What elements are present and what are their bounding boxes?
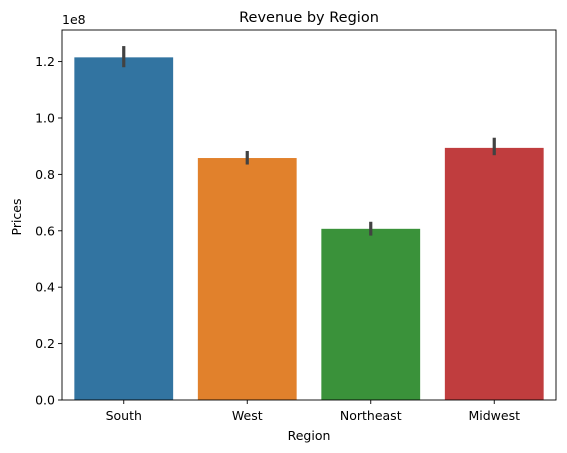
y-tick-label: 0.8 <box>35 167 55 182</box>
bar-west <box>198 158 297 400</box>
bar-midwest <box>445 148 544 400</box>
y-tick-label: 0.4 <box>35 280 55 295</box>
y-tick-label: 0.6 <box>35 223 55 238</box>
x-tick-label-west: West <box>232 408 263 423</box>
x-tick-label-south: South <box>106 408 142 423</box>
y-tick-label: 1.0 <box>35 110 55 125</box>
y-axis-label: Prices <box>9 198 24 235</box>
x-axis-label: Region <box>288 428 331 443</box>
bar-south <box>74 57 173 400</box>
bars-group <box>74 57 543 400</box>
x-tick-label-midwest: Midwest <box>468 408 520 423</box>
error-bars-group <box>124 46 495 236</box>
x-tick-label-northeast: Northeast <box>340 408 402 423</box>
y-tick-label: 0.0 <box>35 393 55 408</box>
y-tick-label: 0.2 <box>35 336 55 351</box>
y-axis-offset-label: 1e8 <box>62 12 86 27</box>
y-tick-label: 1.2 <box>35 54 55 69</box>
bar-northeast <box>321 229 420 400</box>
y-axis-ticks: 0.0 0.2 0.4 0.6 0.8 1.0 1.2 <box>35 54 62 407</box>
x-axis-ticks: South West Northeast Midwest <box>106 400 521 423</box>
chart-title: Revenue by Region <box>239 10 379 26</box>
